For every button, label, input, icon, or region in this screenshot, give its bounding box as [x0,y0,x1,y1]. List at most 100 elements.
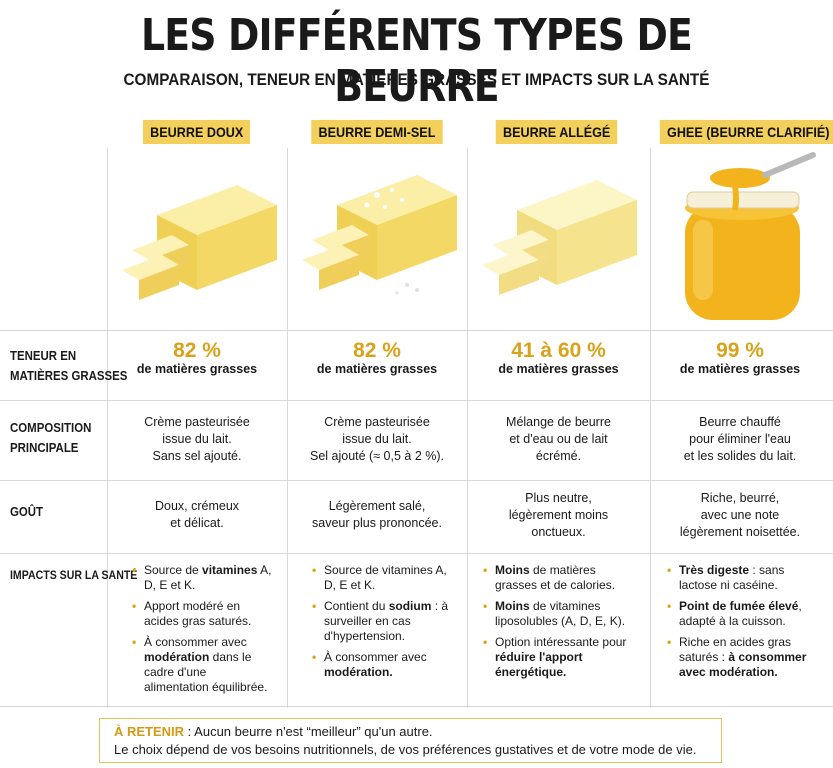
row-label-line: PRINCIPALE [10,440,79,455]
cell-line: Plus neutre, [525,491,592,505]
health-text: À consommer avec [144,635,247,649]
health-text: modération. [324,665,393,679]
divider [467,148,468,708]
health-bullet: Très digeste : sans lactose ni caséine. [667,563,822,593]
divider [0,706,833,707]
cell-line: Crème pasteurisée [144,415,250,429]
cell-line: Beurre chauffé [699,415,781,429]
row-label-health: IMPACTS SUR LA SANTÉ [10,565,137,585]
composition-cell: Crème pasteurisée issue du lait. Sans sel … [107,414,287,465]
health-text: : à surveiller en cas d'hypertension. [324,599,449,643]
fat-value: 41 à 60 % [511,339,606,362]
composition-cell: Beurre chauffé pour éliminer l'eau et les … [650,414,830,465]
divider [0,330,833,331]
health-text: sodium [388,599,432,613]
health-bullet: Apport modéré en acides gras saturés. [132,599,272,629]
health-bullet: Moins de vitamines liposolubles (A, D, E… [483,599,633,629]
health-bullet: Moins de matières grasses et de calories… [483,563,633,593]
row-label-line: IMPACTS SUR LA SANTÉ [10,568,138,582]
divider [0,553,833,554]
divider [107,148,108,708]
health-text: Source de [144,563,203,577]
taste-cell: Doux, crémeux et délicat. [107,498,287,532]
taste-cell: Légèrement salé, saveur plus prononcée. [287,498,467,532]
cell-line: issue du lait. [342,432,412,446]
cell-line: légèrement moins [508,508,609,522]
health-text: Riche en acides gras saturés : [679,635,792,664]
row-label-line: MATIÈRES GRASSES [10,368,128,383]
divider [0,480,833,481]
health-text: Contient du [324,599,389,613]
cell-line: écrémé. [535,449,582,463]
column-header-4: GHEE (BEURRE CLARIFIÉ) [650,112,833,144]
cell-line: Sans sel ajouté. [152,449,242,463]
health-list: Source de vitamines A, D, E et K. Apport … [132,563,272,701]
cell-line: Légèrement salé, [328,499,426,513]
health-bullet: Source de vitamines A, D, E et K. [312,563,452,593]
health-text: Point de fumée élevé [679,599,799,613]
fat-value: 99 % [716,339,764,362]
health-bullet: À consommer avec modération dans le cadr… [132,635,272,695]
cell-line: Crème pasteurisée [324,415,430,429]
health-text: réduire l'apport énergétique. [495,650,583,679]
health-text: vitamines [202,563,258,577]
column-title: BEURRE DEMI-SEL [311,120,443,144]
health-text: A, D, E et K. [144,563,272,592]
cell-line: avec une note [700,508,780,522]
takeaway-line-1: À RETENIR : Aucun beurre n'est “meilleur… [114,723,707,741]
fat-value: 82 % [353,339,401,362]
row-label-taste: GOÛT [10,502,43,522]
butter-block-image [122,185,277,300]
health-bullet: Option intéressante pour réduire l'appor… [483,635,633,680]
health-text: de matières grasses et de calories. [495,563,616,592]
health-text: , adapté à la cuisson. [679,599,802,628]
taste-cell: Plus neutre, légèrement moins onctueux. [467,490,650,541]
column-title: BEURRE DOUX [143,120,251,144]
row-label-line: COMPOSITION [10,420,92,435]
column-header-2: BEURRE DEMI-SEL [287,112,467,144]
key-takeaway-box: À RETENIR : Aucun beurre n'est “meilleur… [99,718,722,763]
health-text: Apport modéré en acides gras saturés. [144,599,252,628]
fat-cell: 41 à 60 % de matières grasses [467,339,650,378]
page-title: LES DIFFÉRENTS TYPES DE BEURRE [140,10,693,112]
ghee-jar-image [685,152,816,320]
cell-line: et d'eau ou de lait [509,432,608,446]
health-text: à consommer avec modération. [679,650,807,679]
fat-value: 82 % [173,339,221,362]
cell-line: pour éliminer l'eau [689,432,791,446]
fat-label: de matières grasses [136,362,258,376]
health-text: de vitamines liposolubles (A, D, E, K). [495,599,626,628]
health-text: Moins [495,599,530,613]
fat-label: de matières grasses [316,362,438,376]
light-butter-image [482,180,637,295]
takeaway-keyword: À RETENIR [114,724,185,739]
cell-line: Mélange de beurre [506,415,611,429]
divider [0,400,833,401]
fat-label: de matières grasses [679,362,801,376]
composition-cell: Crème pasteurisée issue du lait. Sel ajout… [287,414,467,465]
health-text: À consommer avec [324,650,427,664]
cell-line: Doux, crémeux [154,499,240,513]
row-label-line: TENEUR EN [10,348,77,363]
health-bullet: Contient du sodium : à surveiller en cas… [312,599,452,644]
composition-cell: Mélange de beurre et d'eau ou de lait écré… [467,414,650,465]
takeaway-text: : Aucun beurre n'est “meilleur” qu'un au… [184,724,433,739]
taste-cell: Riche, beurré, avec une note légèrement no… [650,490,830,541]
health-text: Moins [495,563,530,577]
health-bullet: Source de vitamines A, D, E et K. [132,563,272,593]
health-text: Très digeste [679,563,750,577]
column-title: BEURRE ALLÉGÉ [496,120,618,144]
page-subtitle: COMPARAISON, TENEUR EN MATIÈRES GRASSES … [123,70,710,89]
health-list: Très digeste : sans lactose ni caséine. P… [667,563,822,686]
column-title: GHEE (BEURRE CLARIFIÉ) [659,120,833,144]
salted-butter-image [302,175,457,295]
row-label-fat: TENEUR EN MATIÈRES GRASSES [10,346,127,386]
health-text: : sans lactose ni caséine. [679,563,785,592]
cell-line: Sel ajouté (≈ 0,5 à 2 %). [309,449,444,463]
row-label-line: GOÛT [10,504,44,519]
cell-line: légèrement noisettée. [679,525,801,539]
cell-line: et délicat. [170,516,224,530]
divider [650,148,651,708]
fat-cell: 82 % de matières grasses [107,339,287,378]
fat-label: de matières grasses [498,362,619,376]
